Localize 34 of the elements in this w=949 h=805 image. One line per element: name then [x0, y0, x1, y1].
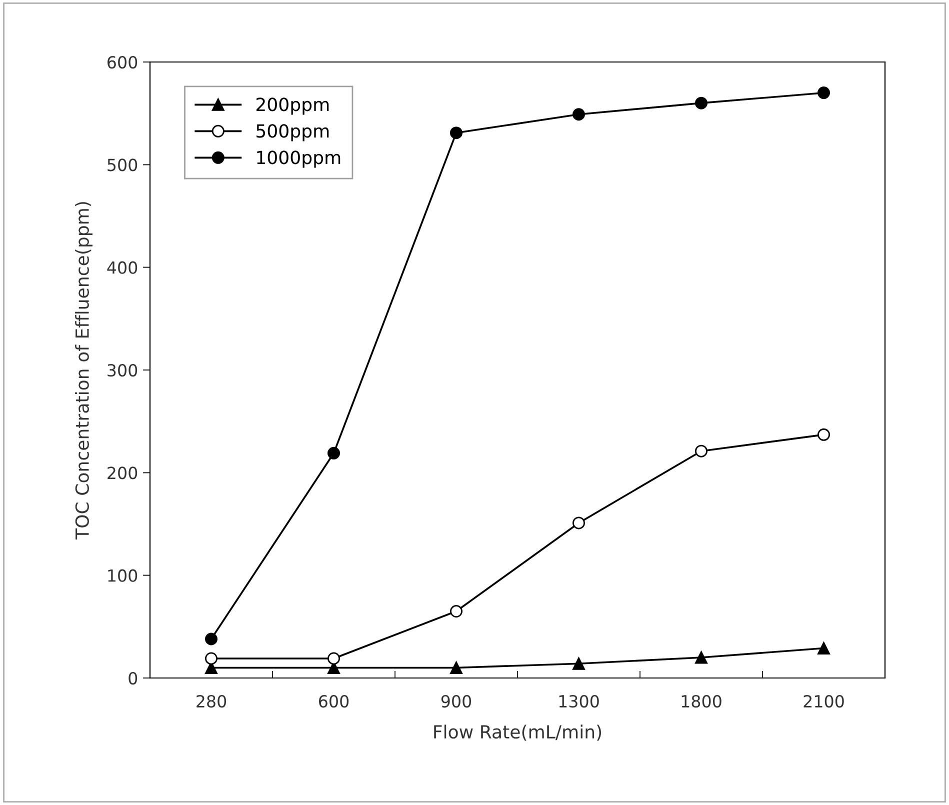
- point: [695, 651, 708, 664]
- point: [450, 661, 462, 674]
- point: [695, 96, 708, 110]
- point: [572, 108, 585, 121]
- x-tick-label: 900: [441, 694, 472, 708]
- point: [695, 444, 708, 458]
- legend-label: 500ppm: [256, 124, 329, 142]
- point: [450, 126, 462, 140]
- point: [572, 657, 585, 670]
- y-tick-label: 100: [108, 569, 138, 582]
- x-tick-label: 2100: [804, 694, 844, 708]
- point: [450, 605, 462, 618]
- point: [205, 632, 218, 646]
- y-tick-label: 500: [108, 158, 138, 172]
- point: [328, 446, 340, 460]
- x-tick-label: 600: [319, 694, 349, 708]
- point: [328, 652, 340, 665]
- x-tick-label: 280: [196, 694, 226, 708]
- y-tick-label: 0: [128, 672, 138, 685]
- x-tick-label: 1300: [559, 694, 599, 708]
- y-axis-title: TOC Concentration of Effluence(ppm): [75, 202, 92, 540]
- x-axis-title: Flow Rate(mL/min): [434, 724, 602, 741]
- point: [818, 86, 830, 100]
- point: [818, 428, 830, 441]
- y-tick-label: 200: [108, 466, 138, 480]
- y-tick-label: 600: [108, 56, 138, 69]
- legend-label: 200ppm: [256, 98, 329, 115]
- y-tick-label: 300: [108, 364, 138, 377]
- point: [205, 652, 218, 665]
- legend-label: 1000ppm: [257, 150, 340, 168]
- point: [818, 642, 830, 654]
- x-tick-label: 1800: [682, 694, 722, 708]
- y-tick-label: 400: [107, 261, 138, 274]
- point: [572, 516, 585, 530]
